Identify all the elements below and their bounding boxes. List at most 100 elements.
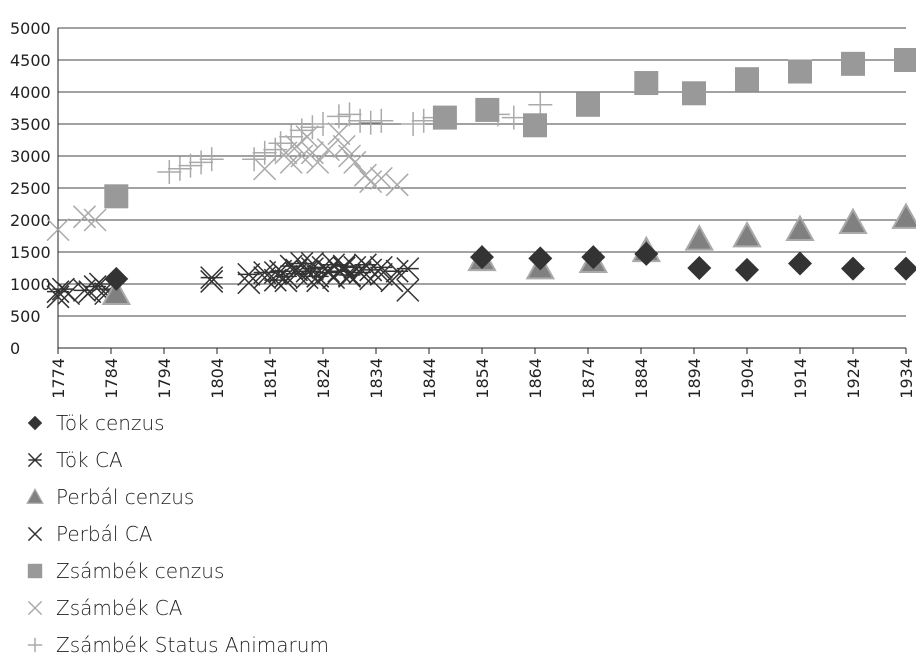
legend-symbol-icon xyxy=(22,632,48,658)
data-point xyxy=(684,224,714,251)
data-point xyxy=(528,92,553,117)
data-point xyxy=(27,415,43,430)
y-tick-label: 3500 xyxy=(10,115,51,134)
legend-label: Tök CA xyxy=(56,447,123,472)
legend-item: Perbál CA xyxy=(22,515,329,552)
data-point xyxy=(326,104,351,129)
data-point xyxy=(27,637,43,652)
legend-symbol-icon xyxy=(22,558,48,584)
data-point xyxy=(687,256,712,280)
data-point xyxy=(841,51,865,76)
data-point xyxy=(237,271,261,295)
data-point xyxy=(306,150,330,174)
x-tick-label: 1874 xyxy=(579,358,598,399)
data-point xyxy=(369,108,394,133)
series-4 xyxy=(104,48,916,209)
data-point xyxy=(528,246,553,271)
data-point xyxy=(470,245,494,270)
y-tick-label: 5000 xyxy=(10,19,51,38)
data-point xyxy=(523,113,547,138)
data-point xyxy=(27,526,43,541)
x-tick-label: 1934 xyxy=(897,358,916,399)
data-point xyxy=(167,156,192,181)
legend-item: Tök CA xyxy=(22,441,329,478)
data-point xyxy=(51,277,75,301)
data-point xyxy=(157,160,182,184)
data-point xyxy=(841,256,865,281)
x-tick-label: 1864 xyxy=(526,358,545,399)
data-point xyxy=(369,255,393,279)
data-point xyxy=(475,97,500,122)
series-0 xyxy=(104,241,916,291)
data-point xyxy=(311,112,335,136)
data-point xyxy=(501,105,526,130)
legend-item: Zsámbék cenzus xyxy=(22,552,329,589)
x-tick-label: 1784 xyxy=(102,358,121,399)
data-point xyxy=(432,105,457,130)
legend-label: Zsámbék Status Animarum xyxy=(56,632,329,657)
x-tick-label: 1884 xyxy=(632,358,651,399)
data-point xyxy=(396,257,420,281)
y-tick-label: 0 xyxy=(10,339,20,358)
y-tick-label: 4000 xyxy=(10,83,51,102)
x-tick-label: 1904 xyxy=(738,358,757,399)
x-tick-label: 1824 xyxy=(314,358,333,399)
data-point xyxy=(316,138,340,162)
data-point xyxy=(189,150,214,175)
data-point xyxy=(634,71,659,96)
series-5 xyxy=(46,122,409,242)
y-tick-label: 2500 xyxy=(10,179,51,198)
x-tick-label: 1834 xyxy=(367,358,386,399)
chart: 0 500 1000 1500 2000 2500 3000 3500 4000 4500 5000… xyxy=(10,19,916,399)
y-tick-label: 3000 xyxy=(10,147,51,166)
data-point xyxy=(322,253,346,277)
data-point xyxy=(894,256,916,281)
legend-symbol-icon xyxy=(22,447,48,473)
data-point xyxy=(396,278,420,302)
series-1 xyxy=(46,251,420,304)
data-point xyxy=(27,452,43,467)
data-point xyxy=(327,122,351,146)
data-point xyxy=(838,207,868,234)
data-point xyxy=(785,214,815,241)
legend-item: Perbál cenzus xyxy=(22,478,329,515)
x-tick-label: 1914 xyxy=(791,358,810,399)
data-point xyxy=(348,108,373,133)
data-point xyxy=(200,266,224,290)
data-point xyxy=(83,208,107,232)
data-point xyxy=(788,251,812,276)
data-point xyxy=(411,108,436,133)
y-tick-label: 1000 xyxy=(10,275,51,294)
legend-item: Zsámbék CA xyxy=(22,589,329,626)
data-point xyxy=(295,125,319,149)
data-point xyxy=(252,140,277,165)
legend: Tök cenzus Tök CA Perbál cenzus Perbál CA Zs… xyxy=(22,404,329,663)
data-point xyxy=(385,173,409,197)
data-point xyxy=(581,245,606,270)
data-point xyxy=(732,220,762,248)
data-point xyxy=(46,218,70,242)
y-tick-label: 2000 xyxy=(10,211,51,230)
data-point xyxy=(343,150,367,174)
data-point xyxy=(300,115,325,140)
legend-item: Tök cenzus xyxy=(22,404,329,441)
y-tick-labels: 0 500 1000 1500 2000 2500 3000 3500 4000 4500 5000 xyxy=(10,19,51,358)
legend-item: Zsámbék Status Animarum xyxy=(22,626,329,663)
data-points xyxy=(46,48,916,309)
x-tick-label: 1894 xyxy=(685,358,704,399)
data-point xyxy=(735,257,759,282)
series-3 xyxy=(46,251,420,309)
data-point xyxy=(253,157,277,181)
x-tick-label: 1854 xyxy=(473,358,492,399)
data-point xyxy=(369,166,393,190)
data-point xyxy=(200,269,224,293)
data-point xyxy=(279,150,303,174)
x-tick-label: 1814 xyxy=(261,358,280,399)
legend-label: Perbál cenzus xyxy=(56,484,195,509)
data-point xyxy=(101,278,131,305)
data-point xyxy=(401,112,426,136)
x-tick-label: 1774 xyxy=(49,358,68,399)
data-point xyxy=(289,118,314,143)
data-point xyxy=(353,163,377,187)
legend-label: Zsámbék CA xyxy=(56,595,183,620)
